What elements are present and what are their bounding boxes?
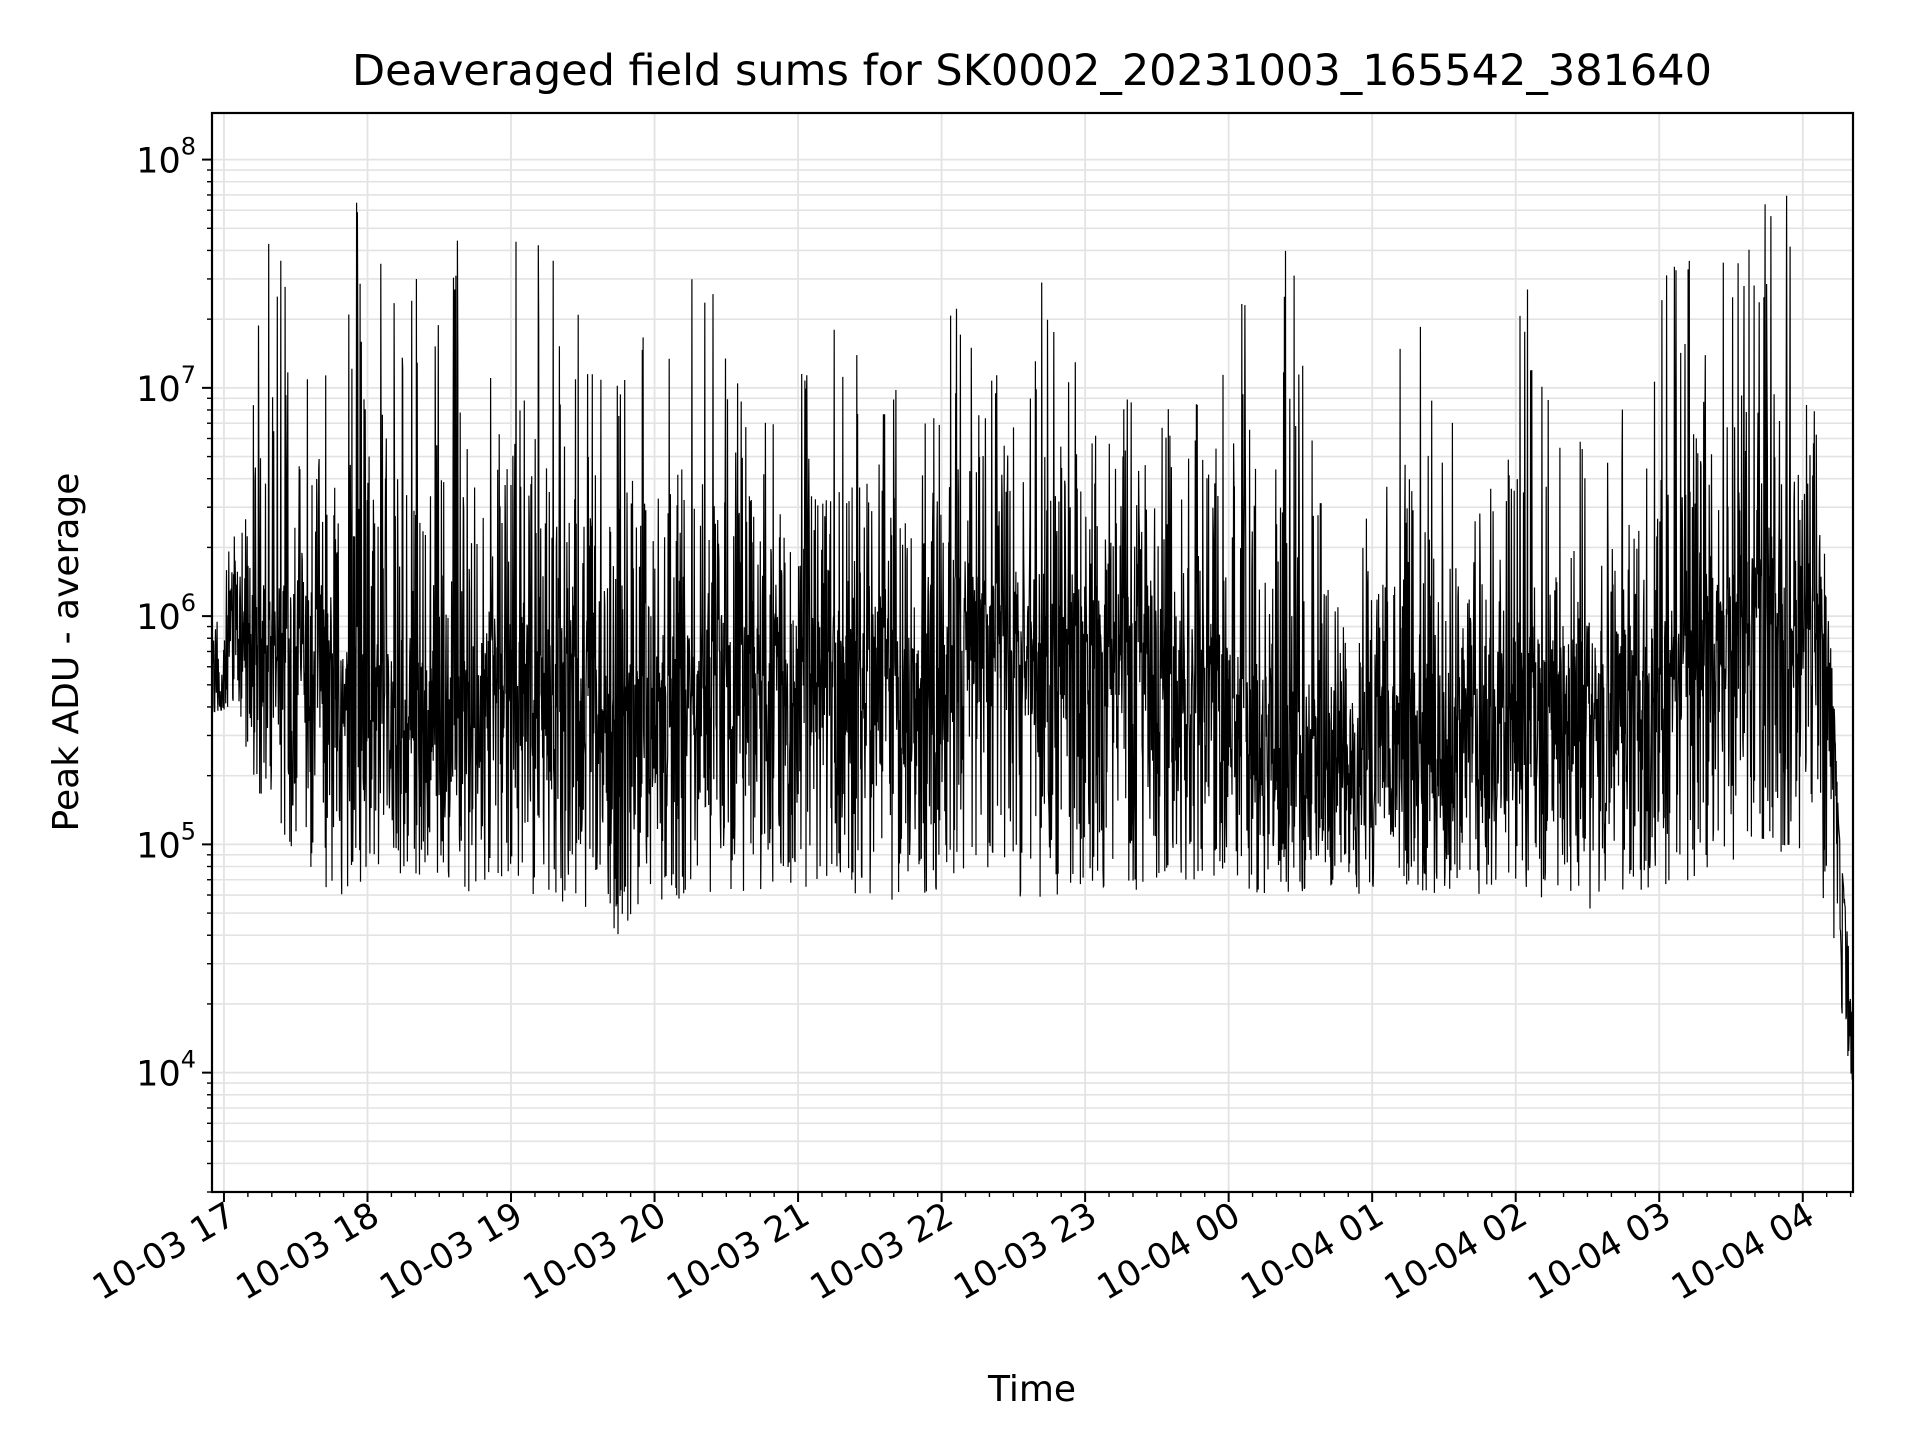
y-tick-label: 107 xyxy=(136,361,196,410)
y-tick-label: 106 xyxy=(136,589,196,638)
y-tick-label: 104 xyxy=(136,1046,196,1095)
data-series xyxy=(211,195,1854,1122)
plot-frame xyxy=(210,111,1855,1194)
y-tick-label: 105 xyxy=(136,817,196,866)
chart-title: Deaveraged field sums for SK0002_2023100… xyxy=(352,46,1712,96)
y-tick-base: 10 xyxy=(136,370,181,410)
series-line xyxy=(211,195,1854,1122)
y-tick-exponent: 4 xyxy=(181,1046,196,1074)
y-axis-label: Peak ADU - average xyxy=(46,473,87,832)
y-tick-base: 10 xyxy=(136,598,181,638)
y-tick-exponent: 8 xyxy=(181,133,196,161)
y-tick-base: 10 xyxy=(136,1055,181,1095)
y-tick-exponent: 5 xyxy=(181,817,196,845)
y-tick-base: 10 xyxy=(136,826,181,866)
y-tick-exponent: 6 xyxy=(181,589,196,617)
y-tick-base: 10 xyxy=(136,142,181,182)
x-axis-label: Time xyxy=(987,1369,1076,1410)
y-tick-exponent: 7 xyxy=(181,361,196,389)
y-tick-label: 108 xyxy=(136,133,196,182)
